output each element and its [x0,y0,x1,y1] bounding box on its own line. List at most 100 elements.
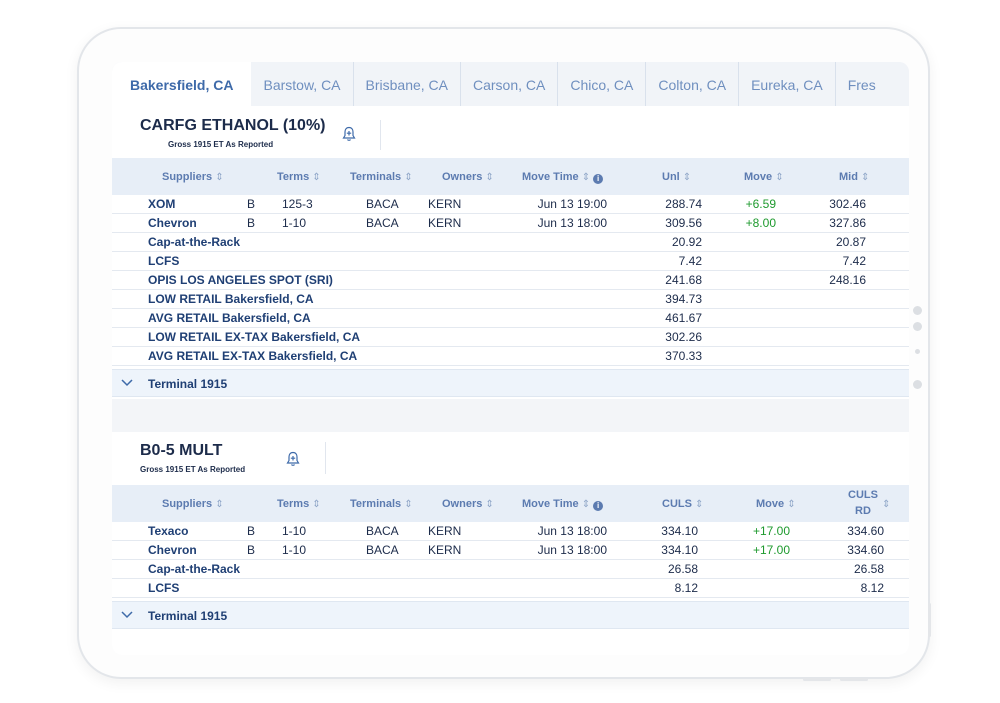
col-move[interactable]: Move ⇕ [744,171,784,183]
price-value: 288.74 [665,197,702,211]
product-title: CARFG ETHANOL (10%) [140,117,326,134]
table-row[interactable]: Chevron B 1-10 BACA KERN Jun 13 18:00 334.10 +1… [112,541,909,560]
side-button [928,603,931,637]
header-divider [380,120,381,150]
product-subtitle: Gross 1915 ET As Reported [168,140,274,149]
owner-value: KERN [428,216,462,230]
sort-arrows-icon[interactable]: ⇕ [882,499,891,510]
owner-value: KERN [428,197,462,211]
product-title: B0-5 MULT [140,442,223,459]
mid-value: 8.12 [860,581,884,595]
supplier-name: Cap-at-the-Rack [148,235,241,249]
scroll-indicator [908,300,928,400]
tab-chico[interactable]: Chico, CA [558,62,647,106]
terminal-expander[interactable]: Terminal 1915 [112,601,909,629]
table-row[interactable]: Cap-at-the-Rack 26.58 26.58 [112,560,909,579]
table-row[interactable]: Texaco B 1-10 BACA KERN Jun 13 18:00 334.10 +17… [112,522,909,541]
col-culs-rd[interactable]: CULS RD [848,489,878,517]
supplier-name: AVG RETAIL Bakersfield, CA [148,311,311,325]
col-terminals[interactable]: Terminals ⇕ [350,498,413,510]
col-owners[interactable]: Owners ⇕ [442,498,494,510]
product-panel-b05: B0-5 MULT Gross 1915 ET As Reported Supp… [112,432,909,655]
terminal-label: Terminal 1915 [148,377,228,391]
table-row[interactable]: LCFS 8.12 8.12 [112,579,909,598]
supplier-type: B [247,216,256,230]
price-value: 7.42 [678,254,702,268]
mid-value: 334.60 [847,543,884,557]
app-screen: Bakersfield, CA Barstow, CA Brisbane, CA… [112,62,909,655]
supplier-name: LOW RETAIL EX-TAX Bakersfield, CA [148,330,361,344]
table-row[interactable]: XOM B 125-3 BACA KERN Jun 13 19:00 288.74 +6.59… [112,195,909,214]
mid-value: 20.87 [835,235,866,249]
table-row[interactable]: LOW RETAIL EX-TAX Bakersfield, CA 302.26 [112,328,909,347]
supplier-type: B [247,524,256,538]
supplier-type: B [247,543,256,557]
col-move-time[interactable]: Move Time ⇕ i [522,158,604,195]
bell-plus-icon[interactable] [285,451,301,467]
col-owners[interactable]: Owners ⇕ [442,171,494,183]
product-panel-carfg: CARFG ETHANOL (10%) Gross 1915 ET As Rep… [112,106,909,399]
table-row[interactable]: Chevron B 1-10 BACA KERN Jun 13 18:00 309.56 +8… [112,214,909,233]
col-move[interactable]: Move ⇕ [756,498,796,510]
move-value: +8.00 [745,216,776,230]
move-value: +17.00 [752,524,790,538]
tab-carson[interactable]: Carson, CA [461,62,559,106]
col-unl[interactable]: Unl ⇕ [662,171,692,183]
table-row[interactable]: OPIS LOS ANGELES SPOT (SRI) 241.68 248.16 [112,271,909,290]
price-value: 309.56 [665,216,702,230]
col-terms[interactable]: Terms ⇕ [277,498,321,510]
product-header: CARFG ETHANOL (10%) Gross 1915 ET As Rep… [112,106,909,158]
move-time-value: Jun 13 18:00 [537,216,607,230]
terms-value: 1-10 [282,216,307,230]
supplier-name: LCFS [148,581,180,595]
supplier-type: B [247,197,256,211]
info-icon[interactable]: i [593,174,604,184]
terms-value: 1-10 [282,543,307,557]
price-value: 8.12 [674,581,698,595]
price-value: 26.58 [667,562,698,576]
col-suppliers[interactable]: Suppliers ⇕ [162,171,224,183]
owner-value: KERN [428,543,462,557]
mid-value: 26.58 [853,562,884,576]
tab-fresno[interactable]: Fres [847,77,876,93]
owner-value: KERN [428,524,462,538]
table-row[interactable]: AVG RETAIL EX-TAX Bakersfield, CA 370.33 [112,347,909,366]
location-tabs: Bakersfield, CA Barstow, CA Brisbane, CA… [112,62,909,106]
product-subtitle: Gross 1915 ET As Reported [140,465,246,474]
table-row[interactable]: LCFS 7.42 7.42 [112,252,909,271]
bottom-button [840,678,868,681]
table-row[interactable]: Cap-at-the-Rack 20.92 20.87 [112,233,909,252]
tab-brisbane[interactable]: Brisbane, CA [354,62,461,106]
price-value: 461.67 [665,311,702,325]
mid-value: 248.16 [829,273,866,287]
mid-value: 334.60 [847,524,884,538]
table-header: Suppliers ⇕ Terms ⇕ Terminals ⇕ Owners ⇕… [112,485,909,522]
table-row[interactable]: AVG RETAIL Bakersfield, CA 461.67 [112,309,909,328]
header-divider [325,442,326,474]
price-value: 334.10 [661,543,698,557]
col-culs[interactable]: CULS ⇕ [662,498,704,510]
tab-eureka[interactable]: Eureka, CA [739,62,836,106]
terminal-value: BACA [366,543,399,557]
tab-bakersfield[interactable]: Bakersfield, CA [112,62,252,106]
col-move-time[interactable]: Move Time ⇕ i [522,485,604,522]
price-value: 302.26 [665,330,702,344]
terminal-value: BACA [366,197,399,211]
chevron-down-icon [121,379,133,387]
product-header: B0-5 MULT Gross 1915 ET As Reported [112,432,909,484]
supplier-name: AVG RETAIL EX-TAX Bakersfield, CA [148,349,358,363]
info-icon[interactable]: i [593,501,604,511]
col-terminals[interactable]: Terminals ⇕ [350,171,413,183]
tab-barstow[interactable]: Barstow, CA [251,62,354,106]
terminal-expander[interactable]: Terminal 1915 [112,369,909,397]
price-value: 370.33 [665,349,702,363]
move-value: +6.59 [745,197,776,211]
col-terms[interactable]: Terms ⇕ [277,171,321,183]
table-row[interactable]: LOW RETAIL Bakersfield, CA 394.73 [112,290,909,309]
col-suppliers[interactable]: Suppliers ⇕ [162,498,224,510]
bell-plus-icon[interactable] [341,126,357,142]
supplier-name: XOM [148,197,176,211]
tab-colton[interactable]: Colton, CA [646,62,740,106]
mid-value: 302.46 [829,197,866,211]
col-mid[interactable]: Mid ⇕ [839,171,870,183]
